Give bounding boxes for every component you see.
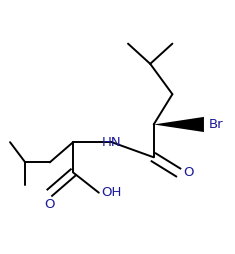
Text: OH: OH	[101, 186, 121, 199]
Text: HN: HN	[102, 136, 121, 149]
Text: O: O	[183, 166, 193, 179]
Text: Br: Br	[209, 118, 223, 131]
Polygon shape	[154, 117, 204, 132]
Text: O: O	[44, 198, 55, 211]
